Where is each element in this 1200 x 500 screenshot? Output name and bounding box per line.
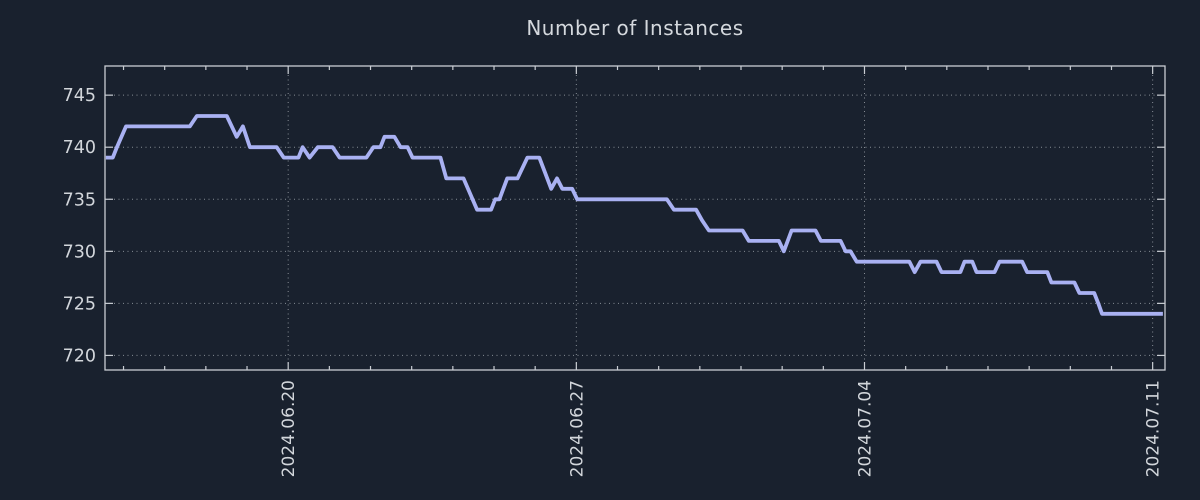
y-tick-label: 730 bbox=[63, 242, 96, 262]
y-tick-label: 725 bbox=[63, 294, 96, 314]
plot-border bbox=[104, 65, 1166, 371]
chart-title: Number of Instances bbox=[526, 16, 744, 40]
y-tick-label: 720 bbox=[63, 346, 96, 366]
series-line-instances bbox=[105, 114, 1163, 316]
y-tick-label: 745 bbox=[63, 86, 96, 106]
x-tick-label: 2024.07.11 bbox=[1144, 380, 1164, 477]
y-tick-label: 735 bbox=[63, 190, 96, 210]
x-tick-label: 2024.06.20 bbox=[279, 380, 299, 477]
x-tick-label: 2024.06.27 bbox=[567, 380, 587, 477]
x-tick-label: 2024.07.04 bbox=[855, 380, 875, 477]
y-tick-label: 740 bbox=[63, 138, 96, 158]
